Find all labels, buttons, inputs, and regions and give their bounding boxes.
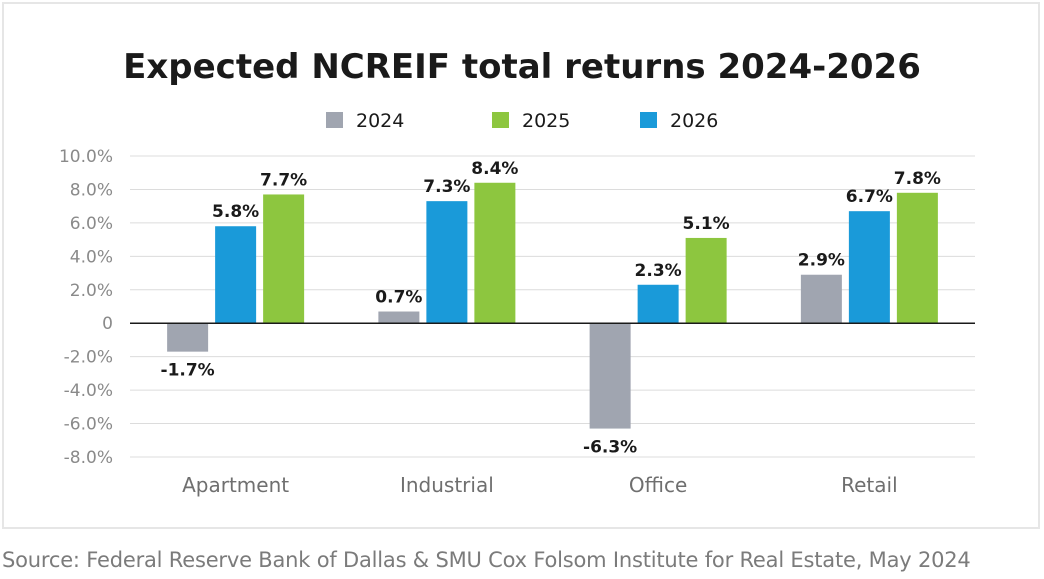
- chart-title: Expected NCREIF total returns 2024-2026: [123, 47, 921, 87]
- bar-2025-apartment: [263, 194, 305, 324]
- data-label: 7.3%: [423, 177, 470, 197]
- legend: 2024 2025 2026: [326, 110, 718, 132]
- data-label: -1.7%: [161, 361, 215, 381]
- bar-2026-apartment: [215, 226, 257, 324]
- y-tick-label: -2.0%: [64, 348, 113, 368]
- y-tick-label: 0: [102, 314, 113, 334]
- bar-2025-industrial: [474, 182, 516, 324]
- data-label: 6.7%: [846, 187, 893, 207]
- x-tick-label: Retail: [841, 473, 898, 497]
- data-label: 2.9%: [798, 251, 845, 271]
- bar-2025-office: [685, 237, 727, 324]
- y-tick-label: 6.0%: [70, 214, 113, 234]
- chart-frame: [2, 2, 1040, 529]
- data-label: -6.3%: [583, 438, 637, 458]
- x-axis: Apartment Industrial Office Retail: [130, 322, 975, 497]
- source-note: Source: Federal Reserve Bank of Dallas &…: [2, 548, 971, 572]
- bar-2026-office: [637, 284, 679, 324]
- data-label: 2.3%: [635, 261, 682, 281]
- y-tick-label: 10.0%: [59, 147, 113, 167]
- bar-2024-industrial: [378, 311, 420, 324]
- y-axis: 10.0% 8.0% 6.0% 4.0% 2.0% 0 -2.0% -4.0% -6.0% -8.…: [59, 147, 113, 468]
- legend-swatch-2026: [640, 112, 657, 128]
- bar-2024-retail: [800, 274, 842, 324]
- bar-2026-industrial: [426, 201, 468, 324]
- bars: [167, 182, 938, 429]
- x-tick-label: Apartment: [182, 473, 289, 497]
- y-tick-label: -4.0%: [64, 381, 113, 401]
- legend-swatch-2025: [492, 112, 509, 128]
- data-label: 5.1%: [683, 214, 730, 234]
- y-tick-label: 8.0%: [70, 180, 113, 200]
- legend-label-2024: 2024: [356, 110, 404, 132]
- x-tick-label: Office: [629, 473, 687, 497]
- x-tick-label: Industrial: [400, 473, 494, 497]
- data-label: 8.4%: [471, 159, 518, 179]
- y-tick-label: 4.0%: [70, 247, 113, 267]
- y-tick-label: -6.0%: [64, 415, 113, 435]
- data-label: 5.8%: [212, 202, 259, 222]
- data-label: 7.8%: [894, 169, 941, 189]
- legend-label-2026: 2026: [670, 110, 718, 132]
- y-tick-label: -8.0%: [64, 448, 113, 468]
- bar-2026-retail: [848, 211, 890, 324]
- bar-2025-retail: [896, 192, 938, 324]
- bar-2024-apartment: [167, 323, 209, 352]
- data-labels: -1.7% 5.8%7.7% 0.7% 7.3%8.4% -6.3% 2.3% 5.1% 2.…: [161, 159, 941, 458]
- data-label: 7.7%: [260, 170, 307, 190]
- y-tick-label: 2.0%: [70, 281, 113, 301]
- legend-swatch-2024: [326, 112, 343, 128]
- legend-label-2025: 2025: [522, 110, 570, 132]
- bar-2024-office: [589, 323, 631, 429]
- data-label: 0.7%: [375, 288, 422, 308]
